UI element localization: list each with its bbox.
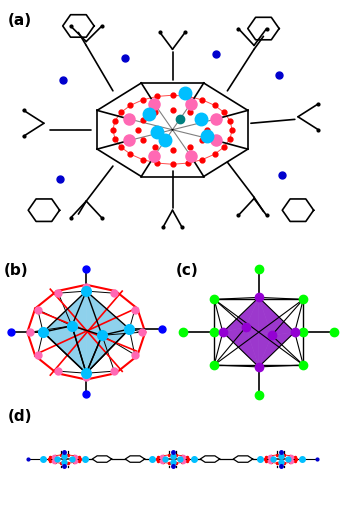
Text: (c): (c) — [176, 263, 199, 278]
Polygon shape — [86, 291, 129, 335]
Polygon shape — [43, 291, 86, 373]
Polygon shape — [246, 327, 272, 367]
Polygon shape — [86, 329, 129, 373]
Polygon shape — [72, 291, 102, 335]
Polygon shape — [259, 332, 295, 367]
Polygon shape — [223, 297, 259, 332]
Polygon shape — [259, 297, 295, 367]
Polygon shape — [246, 297, 272, 335]
Polygon shape — [72, 326, 102, 373]
Polygon shape — [259, 297, 295, 335]
Polygon shape — [43, 291, 86, 332]
Text: (d): (d) — [8, 409, 32, 425]
Polygon shape — [86, 291, 129, 373]
Polygon shape — [223, 297, 259, 367]
Polygon shape — [223, 327, 259, 367]
Text: (a): (a) — [8, 13, 32, 28]
Text: (b): (b) — [3, 263, 28, 278]
Polygon shape — [43, 326, 86, 373]
